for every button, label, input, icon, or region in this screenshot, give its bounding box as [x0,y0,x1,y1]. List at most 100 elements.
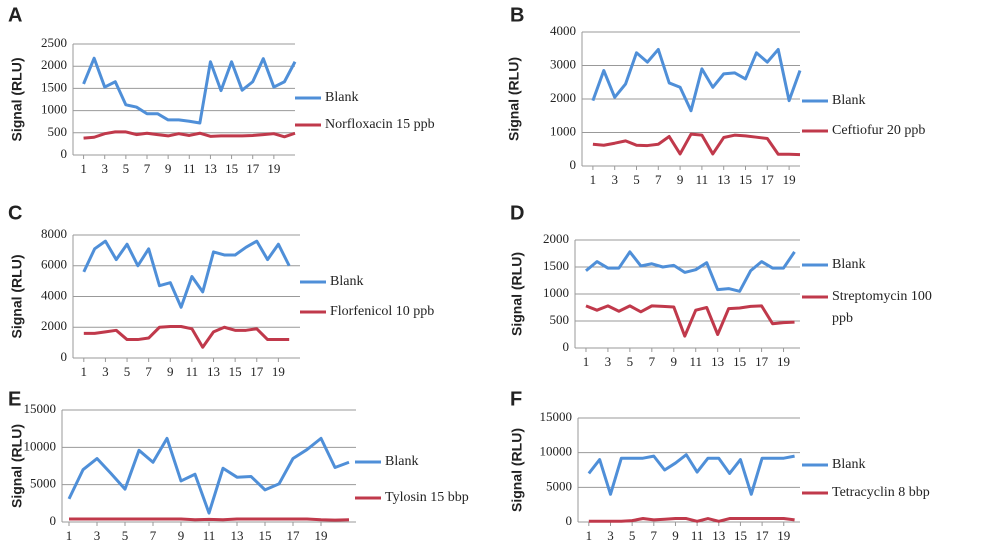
panel-label: C [8,202,22,224]
y-axis-label: Signal (RLU) [509,252,525,336]
series-line [587,453,795,496]
y-tick-label: 1500 [543,258,569,273]
x-tick-label: 9 [671,354,678,369]
x-tick-label: 13 [204,161,217,176]
x-tick-label: 7 [651,528,658,543]
x-tick-label: 17 [246,161,260,176]
series-line [592,132,801,157]
legend-label: Blank [832,257,865,272]
y-tick-label: 4000 [550,23,576,38]
series-line [69,517,350,522]
x-tick-label: 1 [66,528,73,543]
x-tick-label: 15 [733,354,746,369]
x-tick-label: 5 [629,528,636,543]
y-tick-label: 2000 [550,90,576,105]
x-tick-label: 13 [231,528,244,543]
y-tick-label: 0 [50,513,57,528]
x-tick-label: 11 [689,354,702,369]
panel-label: B [510,4,524,26]
series-line [82,56,297,125]
y-tick-label: 15000 [24,401,57,416]
x-tick-label: 19 [783,172,796,187]
x-tick-label: 5 [122,528,129,543]
x-tick-label: 3 [101,161,108,176]
x-tick-label: 9 [165,161,172,176]
y-tick-label: 1500 [41,79,67,94]
x-tick-label: 11 [691,528,704,543]
legend-label: Tetracyclin 8 bbp [832,485,930,500]
y-tick-label: 0 [563,339,570,354]
x-tick-label: 19 [777,528,790,543]
panel-label: E [8,388,21,410]
legend-label-line: Streptomycin 100 [832,289,932,304]
x-tick-label: 1 [81,364,88,379]
x-tick-label: 13 [717,172,730,187]
legend-label: Florfenicol 10 ppb [330,304,434,319]
y-tick-label: 4000 [41,287,67,302]
series-line [83,324,290,349]
x-tick-label: 1 [590,172,597,187]
series-line [585,250,796,293]
y-tick-label: 2000 [41,57,67,72]
x-tick-label: 15 [259,528,272,543]
x-tick-label: 3 [102,364,109,379]
y-tick-label: 1000 [41,102,67,117]
x-tick-label: 7 [649,354,656,369]
x-tick-label: 17 [755,354,769,369]
y-tick-label: 6000 [41,257,67,272]
y-tick-label: 8000 [41,226,67,241]
x-tick-label: 11 [183,161,196,176]
legend-label: Blank [325,90,358,105]
series-line [82,239,291,309]
x-tick-label: 9 [672,528,679,543]
x-tick-label: 7 [655,172,662,187]
x-tick-label: 15 [734,528,747,543]
legend-label: Blank [330,274,363,289]
x-tick-label: 15 [739,172,752,187]
y-tick-label: 2000 [41,318,67,333]
x-tick-label: 7 [144,161,151,176]
x-tick-label: 5 [627,354,634,369]
y-axis-label: Signal (RLU) [506,57,522,141]
legend-label: Ceftiofur 20 ppb [832,123,925,138]
x-tick-label: 17 [287,528,301,543]
x-tick-label: 13 [207,364,220,379]
x-tick-label: 11 [696,172,709,187]
x-tick-label: 17 [250,364,264,379]
x-tick-label: 9 [167,364,174,379]
y-tick-label: 1000 [550,123,576,138]
x-tick-label: 15 [225,161,238,176]
legend-label: Blank [832,93,865,108]
series-line [588,517,795,523]
y-axis-label: Signal (RLU) [9,424,25,508]
x-tick-label: 13 [712,528,725,543]
y-tick-label: 15000 [540,409,573,424]
x-tick-label: 17 [756,528,770,543]
y-tick-label: 10000 [540,444,573,459]
y-tick-label: 1000 [543,285,569,300]
x-tick-label: 5 [124,364,131,379]
x-tick-label: 1 [586,528,593,543]
x-tick-label: 3 [605,354,612,369]
series-line [67,436,350,515]
y-tick-label: 3000 [550,56,576,71]
x-tick-label: 19 [267,161,280,176]
x-tick-label: 11 [203,528,216,543]
y-axis-label: Signal (RLU) [509,428,525,512]
x-tick-label: 9 [178,528,185,543]
legend-label: Norfloxacin 15 ppb [325,117,435,132]
y-tick-label: 5000 [30,476,56,491]
x-tick-label: 5 [633,172,640,187]
x-tick-label: 19 [777,354,790,369]
x-tick-label: 1 [583,354,590,369]
legend-label-line: ppb [832,311,853,326]
x-tick-label: 7 [145,364,152,379]
x-tick-label: 5 [123,161,130,176]
x-tick-label: 3 [607,528,614,543]
y-tick-label: 0 [566,513,573,528]
y-tick-label: 0 [61,146,68,161]
y-axis-label: Signal (RLU) [9,58,25,142]
y-tick-label: 5000 [546,478,572,493]
y-axis-label: Signal (RLU) [9,255,25,339]
